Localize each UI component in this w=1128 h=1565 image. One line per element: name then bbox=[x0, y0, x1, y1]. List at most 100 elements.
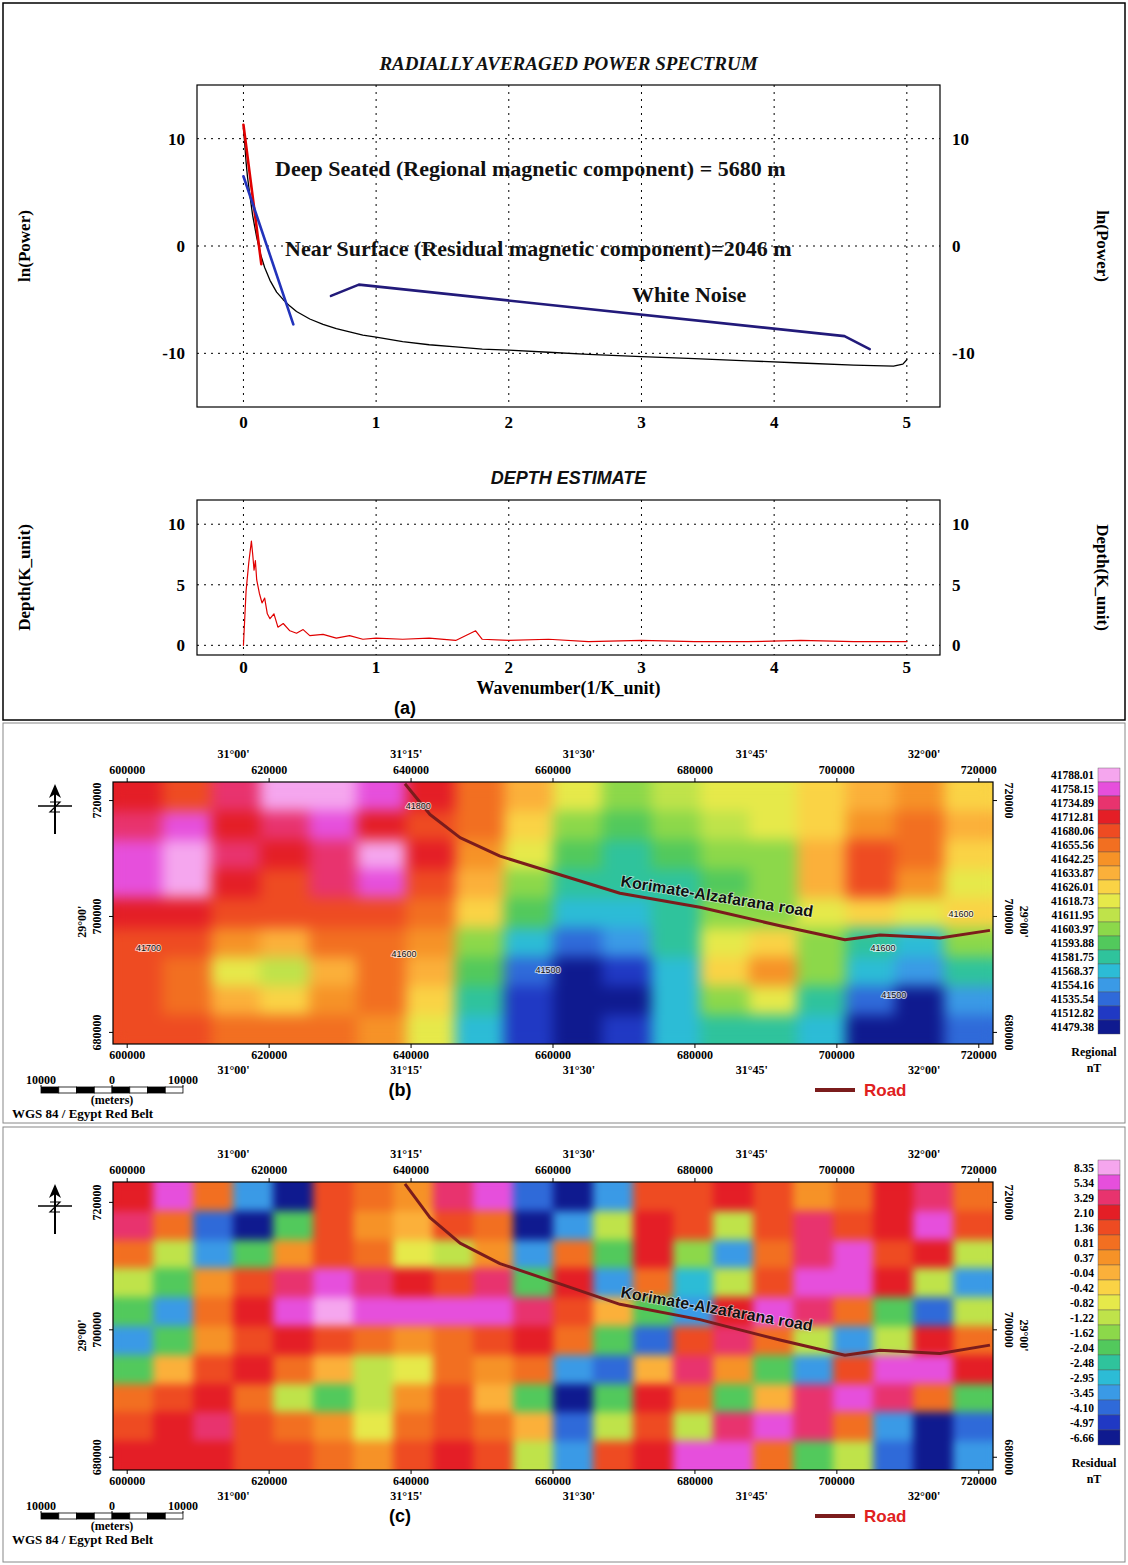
colorbar-swatch bbox=[1098, 1310, 1120, 1325]
series-line bbox=[243, 125, 261, 265]
heatmap-cell bbox=[309, 957, 358, 987]
y-tick-label: 0 bbox=[177, 237, 186, 256]
colorbar-label: -3.45 bbox=[1070, 1387, 1094, 1399]
heatmap-cell bbox=[393, 1384, 434, 1413]
grid-line bbox=[641, 500, 642, 655]
heatmap-cell bbox=[393, 1240, 434, 1269]
heatmap-cell bbox=[406, 840, 455, 870]
heatmap-cell bbox=[504, 928, 553, 958]
lat-tick-label: 29°00' bbox=[75, 1319, 89, 1351]
colorbar-label: -0.82 bbox=[1070, 1297, 1094, 1309]
lon-tick-label: 32°00' bbox=[908, 747, 940, 761]
heatmap-cell bbox=[846, 898, 895, 928]
heatmap-cell bbox=[233, 1355, 274, 1384]
colorbar-swatch bbox=[1098, 1175, 1120, 1190]
x-tick-label: 660000 bbox=[535, 763, 571, 777]
colorbar-swatch bbox=[1098, 1190, 1120, 1205]
heatmap-cell bbox=[673, 1412, 714, 1441]
heatmap-cell bbox=[513, 1211, 554, 1240]
heatmap-cell bbox=[593, 1211, 634, 1240]
y-tick-label: 700000 bbox=[1002, 1312, 1016, 1348]
heatmap-cell bbox=[846, 928, 895, 958]
heatmap-cell bbox=[793, 1412, 834, 1441]
scale-bar-segment bbox=[59, 1513, 77, 1519]
x-tick-label: 4 bbox=[770, 413, 779, 432]
heatmap-cell bbox=[473, 1384, 514, 1413]
heatmap-cell bbox=[553, 1384, 594, 1413]
plot-area bbox=[113, 1182, 993, 1470]
lon-tick-label: 31°15' bbox=[390, 1147, 422, 1161]
heatmap-cell bbox=[162, 986, 211, 1016]
tick-mark bbox=[694, 778, 695, 782]
heatmap-cell bbox=[753, 1211, 794, 1240]
grid-line bbox=[906, 500, 907, 655]
heatmap-cell bbox=[211, 811, 260, 841]
tick-mark bbox=[993, 1457, 997, 1458]
colorbar-label: 41734.89 bbox=[1051, 797, 1094, 809]
heatmap-cell bbox=[406, 869, 455, 899]
heatmap-cell bbox=[353, 1211, 394, 1240]
colorbar-label: 41618.73 bbox=[1051, 895, 1094, 907]
tick-mark bbox=[411, 778, 412, 782]
grid-line bbox=[376, 500, 377, 655]
heatmap-cell bbox=[113, 1182, 154, 1211]
heatmap-cell bbox=[633, 1182, 674, 1211]
contour-label: 41500 bbox=[881, 990, 906, 1000]
tick-mark bbox=[127, 1178, 128, 1182]
heatmap-cell bbox=[793, 1182, 834, 1211]
colorbar-label: -2.04 bbox=[1070, 1342, 1094, 1354]
heatmap-cell bbox=[833, 1355, 874, 1384]
heatmap-cell bbox=[313, 1240, 354, 1269]
x-tick-label: 620000 bbox=[251, 1163, 287, 1177]
heatmap-cell bbox=[273, 1211, 314, 1240]
heatmap-cell bbox=[455, 986, 504, 1016]
heatmap-cell bbox=[749, 782, 798, 812]
heatmap-cell bbox=[944, 840, 993, 870]
heatmap-cell bbox=[593, 1355, 634, 1384]
heatmap-cell bbox=[513, 1441, 554, 1470]
heatmap-cell bbox=[749, 986, 798, 1016]
contour-label: 41600 bbox=[949, 909, 974, 919]
contour-label: 41800 bbox=[406, 801, 431, 811]
heatmap-cell bbox=[211, 898, 260, 928]
colorbar-swatch bbox=[1098, 936, 1120, 950]
heatmap-cell bbox=[357, 840, 406, 870]
heatmap-cell bbox=[313, 1326, 354, 1355]
heatmap-cell bbox=[473, 1268, 514, 1297]
x-tick-label: 720000 bbox=[961, 1163, 997, 1177]
heatmap-cell bbox=[553, 986, 602, 1016]
heatmap-cell bbox=[233, 1240, 274, 1269]
lon-tick-label: 31°30' bbox=[563, 1489, 595, 1503]
heatmap-cell bbox=[602, 898, 651, 928]
x-tick-label: 640000 bbox=[393, 1474, 429, 1488]
heatmap-cell bbox=[353, 1384, 394, 1413]
heatmap-cell bbox=[944, 986, 993, 1016]
heatmap-cell bbox=[797, 986, 846, 1016]
heatmap-cell bbox=[953, 1384, 993, 1413]
colorbar-label: 41633.87 bbox=[1051, 867, 1094, 879]
lon-tick-label: 31°45' bbox=[736, 1489, 768, 1503]
x-tick-label: 1 bbox=[372, 658, 381, 677]
scale-bar-segment bbox=[41, 1087, 59, 1093]
tick-mark bbox=[109, 916, 113, 917]
heatmap-cell bbox=[873, 1441, 914, 1470]
y-tick-label-right: 5 bbox=[952, 576, 961, 595]
colorbar-swatch bbox=[1098, 950, 1120, 964]
colorbar-swatch bbox=[1098, 1160, 1120, 1175]
plot-frame bbox=[197, 500, 940, 655]
heatmap-cell bbox=[455, 898, 504, 928]
heatmap-cell bbox=[793, 1240, 834, 1269]
heatmap-cell bbox=[753, 1412, 794, 1441]
heatmap-cell bbox=[353, 1355, 394, 1384]
heatmap-cell bbox=[309, 928, 358, 958]
heatmap-cell bbox=[602, 957, 651, 987]
heatmap-cell bbox=[713, 1240, 754, 1269]
colorbar-swatch bbox=[1098, 1340, 1120, 1355]
heatmap-cell bbox=[553, 1441, 594, 1470]
heatmap-cell bbox=[895, 782, 944, 812]
heatmap-cell bbox=[309, 782, 358, 812]
heatmap-cell bbox=[455, 811, 504, 841]
heatmap-cell bbox=[473, 1355, 514, 1384]
colorbar-swatch bbox=[1098, 824, 1120, 838]
colorbar-swatch bbox=[1098, 866, 1120, 880]
